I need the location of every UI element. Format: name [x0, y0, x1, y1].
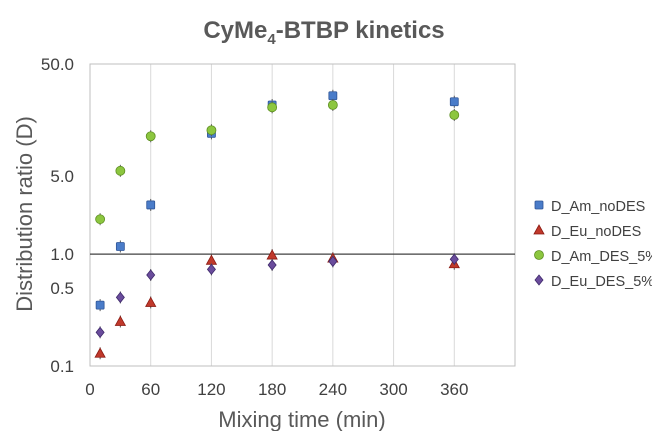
plot-area: [89, 63, 516, 367]
data-point: [115, 291, 125, 304]
x-axis: 0 60 120 180 240 300 360: [85, 380, 468, 399]
data-point: [205, 254, 218, 265]
series-circle: [95, 99, 460, 226]
series-diamond: [95, 253, 459, 339]
data-point: [449, 110, 460, 120]
x-tick-label: 300: [379, 380, 407, 399]
data-point: [145, 296, 157, 307]
data-point: [115, 242, 125, 251]
data-point: [94, 347, 106, 358]
data-point: [115, 165, 126, 176]
y-tick-label: 5.0: [50, 167, 74, 186]
legend-label: D_Eu_noDES: [551, 224, 641, 240]
chart-title: CyMe4-BTBP kinetics: [203, 17, 444, 48]
data-point: [145, 131, 156, 142]
y-axis-label: Distribution ratio (D): [12, 116, 37, 312]
data-point: [449, 253, 459, 265]
x-tick-label: 240: [319, 380, 347, 399]
data-point: [95, 300, 105, 310]
y-tick-label: 0.5: [50, 279, 74, 298]
x-tick-label: 60: [141, 380, 160, 399]
data-point: [206, 263, 216, 276]
legend-item: D_Eu_DES_5%: [534, 274, 652, 290]
data-point: [146, 200, 156, 210]
y-tick-label: 0.1: [50, 357, 74, 376]
legend-marker: [534, 200, 544, 210]
x-tick-label: 360: [440, 380, 468, 399]
data-point: [328, 255, 338, 268]
legend-item: D_Am_noDES: [534, 199, 645, 215]
title-subscript: 4: [267, 31, 276, 48]
series-triangle: [94, 249, 460, 360]
legend-marker: [533, 224, 545, 235]
y-axis: 0.1 0.5 1.0 5.0 50.0: [41, 55, 74, 376]
x-tick-label: 120: [197, 380, 225, 399]
data-point: [449, 97, 459, 107]
x-tick-label: 0: [85, 380, 94, 399]
data-point: [267, 259, 277, 271]
legend-marker: [534, 250, 544, 260]
data-point: [95, 326, 105, 338]
data-point: [206, 125, 217, 136]
legend-label: D_Eu_DES_5%: [551, 274, 652, 290]
legend-item: D_Eu_noDES: [533, 224, 641, 240]
legend-label: D_Am_DES_5%: [551, 249, 652, 265]
y-tick-label: 50.0: [41, 55, 74, 74]
legend-label: D_Am_noDES: [551, 199, 645, 215]
x-axis-label: Mixing time (min): [218, 407, 385, 431]
data-point: [114, 315, 127, 326]
legend: D_Am_noDES D_Eu_noDES D_Am_DES_5% D_Eu_DES_…: [533, 199, 652, 290]
x-tick-label: 180: [258, 380, 286, 399]
data-point: [327, 100, 338, 110]
data-point: [146, 269, 156, 281]
data-point: [95, 214, 106, 225]
grid: [150, 64, 455, 366]
legend-item: D_Am_DES_5%: [534, 249, 652, 265]
data-marks: [94, 89, 460, 360]
data-point: [328, 91, 338, 101]
y-tick-label: 1.0: [50, 245, 74, 264]
legend-marker: [534, 274, 544, 286]
data-point: [267, 102, 278, 113]
